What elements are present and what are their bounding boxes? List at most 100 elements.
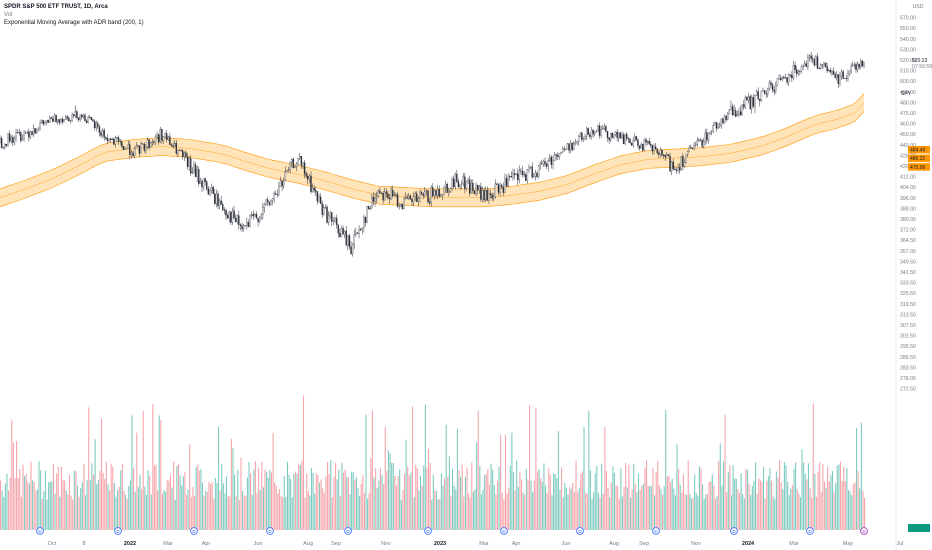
candle-body (247, 222, 250, 227)
dividend-marker[interactable]: D (424, 527, 432, 535)
dividend-marker[interactable]: D (730, 527, 738, 535)
price-tick-label: 301.50 (900, 334, 916, 340)
candle-body (55, 115, 57, 122)
candle-body (249, 215, 251, 227)
indicator-legend[interactable]: Exponential Moving Average with ADR band… (4, 20, 144, 26)
candle-body (749, 96, 751, 110)
volume-bar (575, 460, 577, 530)
volume-bar (732, 465, 734, 530)
volume-bar (338, 469, 340, 530)
volume-bar (355, 477, 357, 530)
volume-bar (559, 489, 561, 530)
volume-bar (519, 472, 521, 530)
volume-bar (429, 462, 431, 530)
candle-body (307, 176, 309, 180)
price-axis[interactable]: USD 570.00 550.00 540.00 530.00 520.00 510.00 5… (900, 4, 924, 393)
candle-body (834, 74, 836, 78)
candle-body (310, 175, 312, 192)
volume-bar (621, 496, 624, 530)
candle-body (174, 143, 176, 147)
volume-bar (557, 431, 559, 530)
candle-body (12, 137, 14, 143)
dividend-marker[interactable]: D (190, 527, 198, 535)
time-axis[interactable]: Oct 8 2022 Mar Apr Jun Aug Sep Nov 2023 Mar Apr Jun A… (48, 541, 904, 547)
price-tick-label: 396.00 (900, 196, 916, 202)
time-tick-label: 2022 (124, 541, 136, 547)
volume-bar (349, 494, 351, 530)
candle-body (77, 117, 80, 120)
volume-bar (437, 499, 439, 530)
candle-body (8, 133, 11, 142)
volume-bar (485, 473, 487, 530)
volume-bar (618, 499, 620, 530)
candle-body (47, 120, 49, 123)
dividend-marker[interactable]: D (36, 527, 44, 535)
candle-body (318, 196, 320, 202)
dividend-marker[interactable]: D (652, 527, 660, 535)
dividend-marker[interactable]: D (500, 527, 508, 535)
candle-body (779, 78, 782, 80)
time-tick-label: 2024 (742, 541, 755, 547)
volume-bar (604, 427, 606, 530)
candle-body (127, 144, 129, 149)
candle-body (140, 143, 142, 154)
candle-body (513, 173, 516, 175)
candle-body (18, 132, 20, 134)
event-marker-upcoming[interactable]: D (860, 527, 868, 535)
volume-bar (439, 499, 441, 530)
volume-bar (245, 496, 247, 530)
dividend-marker[interactable]: D (114, 527, 122, 535)
candle-body (90, 117, 93, 120)
volume-bar (333, 476, 335, 530)
volume-bar (275, 485, 277, 530)
volume-bar (216, 482, 218, 530)
volume-bar (243, 495, 245, 530)
candle-body (460, 183, 463, 185)
volume-bar (854, 482, 856, 530)
volume-bar (708, 482, 710, 530)
volume-bar (38, 461, 40, 530)
candle-body (565, 148, 567, 150)
dividend-marker[interactable]: D (806, 527, 814, 535)
volume-bar (642, 484, 644, 530)
candle-body (560, 151, 562, 154)
dividend-marker[interactable]: D (344, 527, 352, 535)
dividend-marker[interactable]: D (576, 527, 584, 535)
dividend-marker[interactable]: D (266, 527, 274, 535)
volume-bar (125, 494, 127, 530)
volume-bar (14, 477, 16, 530)
volume-bar (68, 475, 71, 530)
volume-bar (344, 469, 346, 530)
volume-bar (306, 473, 308, 530)
volume-bar (625, 462, 627, 530)
volume-bar (19, 469, 21, 530)
candle-body (760, 90, 763, 101)
candle-body (230, 211, 232, 223)
candle-body (579, 132, 581, 137)
candle-body (544, 161, 546, 165)
volume-bar (153, 465, 155, 530)
volume-bar (208, 481, 210, 530)
volume-bar (564, 483, 566, 530)
volume-bar (57, 466, 59, 530)
candle-body (462, 176, 464, 185)
symbol-title[interactable]: SPDR S&P 500 ETF TRUST, 1D, Arca (4, 4, 108, 10)
volume-bar (360, 483, 362, 530)
volume-bar (525, 469, 527, 530)
candle-body (32, 128, 35, 135)
candle-body (730, 106, 732, 111)
volume-bar (4, 483, 6, 530)
currency-label[interactable]: USD (913, 4, 924, 10)
candle-body (759, 98, 761, 101)
candle-body (398, 206, 400, 207)
price-tick-label: 540.00 (900, 37, 916, 43)
candle-body (603, 126, 606, 129)
volume-bar (594, 473, 596, 530)
volume-legend[interactable]: Vol (4, 12, 13, 18)
volume-bar (812, 403, 814, 530)
volume-bar (56, 473, 58, 530)
volume-bar (690, 498, 692, 530)
